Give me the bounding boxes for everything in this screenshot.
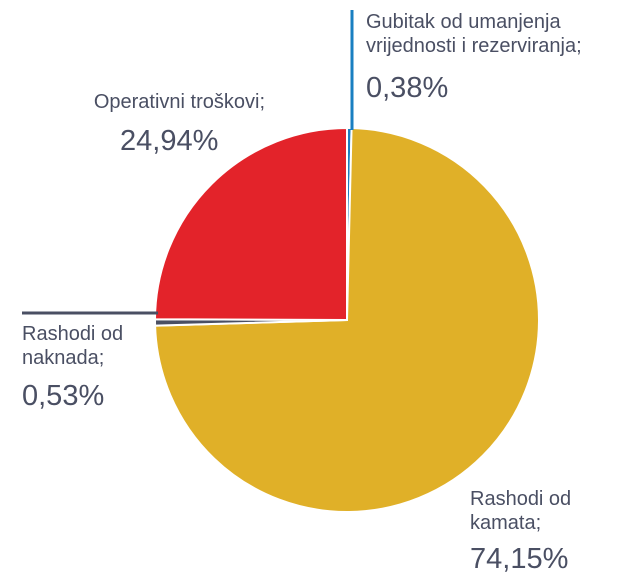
slice-label: Operativni troškovi; (93, 91, 265, 113)
slice-value-label: 74,15% (470, 543, 569, 575)
slice-label: Rashodi od naknada; (22, 323, 124, 369)
slice-label: Rashodi od kamata; (470, 488, 572, 534)
slice-value-label: 0,53% (22, 380, 105, 412)
slice-label: Gubitak od umanjenja vrijednosti i rezer… (366, 11, 582, 57)
slice-value-label: 24,94% (120, 125, 219, 157)
slice-value-label: 0,38% (366, 72, 449, 104)
pie-slice (153, 126, 348, 322)
